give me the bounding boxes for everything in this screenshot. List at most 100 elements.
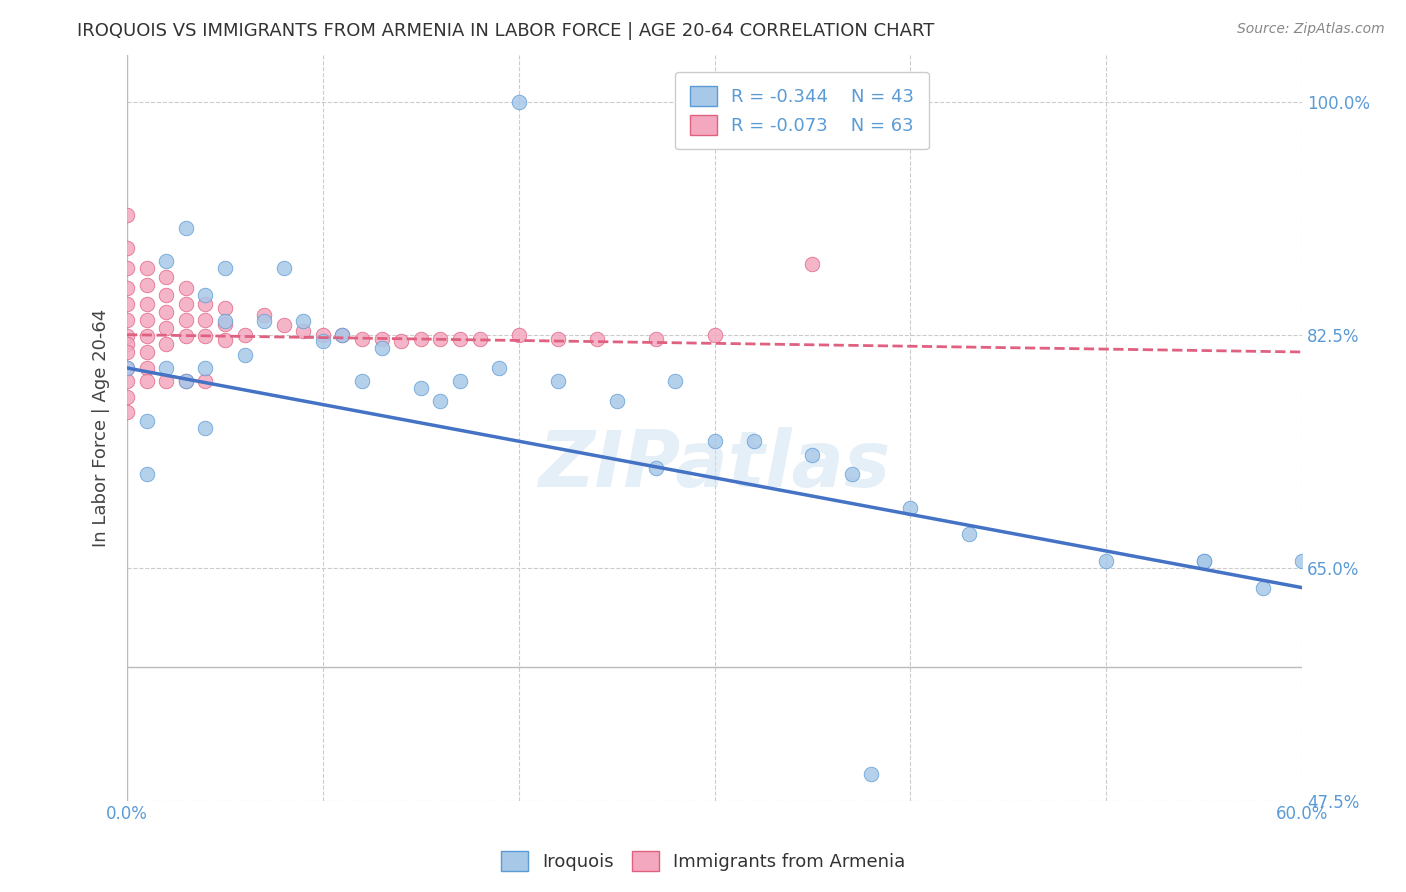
Point xyxy=(253,308,276,322)
Point xyxy=(644,460,666,475)
Point xyxy=(664,374,686,388)
Text: ZIPatlas: ZIPatlas xyxy=(538,427,890,503)
Point xyxy=(194,329,217,343)
Point xyxy=(135,414,157,428)
Point xyxy=(860,767,883,781)
Point xyxy=(957,527,980,541)
Point xyxy=(332,327,354,342)
Point xyxy=(194,361,217,376)
Point xyxy=(115,345,138,359)
Point xyxy=(273,318,295,333)
Point xyxy=(135,261,157,276)
Text: IROQUOIS VS IMMIGRANTS FROM ARMENIA IN LABOR FORCE | AGE 20-64 CORRELATION CHART: IROQUOIS VS IMMIGRANTS FROM ARMENIA IN L… xyxy=(77,22,935,40)
Point xyxy=(135,374,157,388)
Legend: R = -0.344    N = 43, R = -0.073    N = 63: R = -0.344 N = 43, R = -0.073 N = 63 xyxy=(675,71,929,149)
Point xyxy=(155,287,177,301)
Point xyxy=(586,332,609,346)
Point xyxy=(449,374,471,388)
Point xyxy=(194,297,217,311)
Point xyxy=(174,297,197,311)
Point xyxy=(253,314,276,328)
Point xyxy=(332,327,354,342)
Point xyxy=(801,257,824,271)
Point xyxy=(194,287,217,301)
Point xyxy=(174,374,197,388)
Point xyxy=(429,332,451,346)
Y-axis label: In Labor Force | Age 20-64: In Labor Force | Age 20-64 xyxy=(93,309,110,547)
Point xyxy=(194,421,217,435)
Point xyxy=(135,467,157,482)
Point xyxy=(115,361,138,376)
Point xyxy=(449,332,471,346)
Point xyxy=(115,313,138,327)
Point xyxy=(370,332,392,346)
Point xyxy=(115,374,138,388)
Point xyxy=(312,327,335,342)
Point xyxy=(155,337,177,351)
Point xyxy=(1192,554,1215,568)
Point xyxy=(194,313,217,327)
Point xyxy=(115,241,138,255)
Point xyxy=(350,332,373,346)
Point xyxy=(174,281,197,295)
Point xyxy=(742,434,765,449)
Point xyxy=(1251,581,1274,595)
Text: Source: ZipAtlas.com: Source: ZipAtlas.com xyxy=(1237,22,1385,37)
Point xyxy=(135,313,157,327)
Point xyxy=(898,500,921,515)
Point xyxy=(233,327,256,342)
Point xyxy=(547,332,569,346)
Point xyxy=(429,394,451,409)
Point xyxy=(606,394,628,409)
Point xyxy=(115,297,138,311)
Point xyxy=(1291,554,1313,568)
Point xyxy=(174,313,197,327)
Point xyxy=(115,337,138,351)
Point xyxy=(115,208,138,222)
Point xyxy=(155,254,177,268)
Point xyxy=(547,374,569,388)
Point xyxy=(389,334,412,349)
Point xyxy=(155,270,177,285)
Point xyxy=(233,348,256,362)
Point xyxy=(703,327,725,342)
Point xyxy=(214,301,236,315)
Point xyxy=(468,332,491,346)
Point xyxy=(214,333,236,347)
Point xyxy=(801,448,824,462)
Point xyxy=(370,341,392,355)
Point xyxy=(1192,554,1215,568)
Point xyxy=(350,374,373,388)
Point xyxy=(135,345,157,359)
Point xyxy=(155,305,177,319)
Point xyxy=(841,467,863,482)
Point xyxy=(135,361,157,376)
Point xyxy=(174,374,197,388)
Legend: Iroquois, Immigrants from Armenia: Iroquois, Immigrants from Armenia xyxy=(494,844,912,879)
Point xyxy=(409,381,432,395)
Point xyxy=(273,261,295,276)
Point xyxy=(644,332,666,346)
Point xyxy=(508,95,530,109)
Point xyxy=(115,390,138,404)
Point xyxy=(1095,554,1118,568)
Point xyxy=(214,261,236,276)
Point xyxy=(135,297,157,311)
Point xyxy=(214,314,236,328)
Point xyxy=(508,327,530,342)
Point xyxy=(703,434,725,449)
Point xyxy=(115,281,138,295)
Point xyxy=(194,374,217,388)
Point xyxy=(135,278,157,293)
Point xyxy=(174,221,197,235)
Point xyxy=(155,361,177,376)
Point xyxy=(115,261,138,276)
Point xyxy=(292,314,315,328)
Point xyxy=(115,361,138,376)
Point xyxy=(174,329,197,343)
Point xyxy=(292,324,315,338)
Point xyxy=(214,317,236,331)
Point xyxy=(115,405,138,419)
Point xyxy=(409,332,432,346)
Point xyxy=(135,329,157,343)
